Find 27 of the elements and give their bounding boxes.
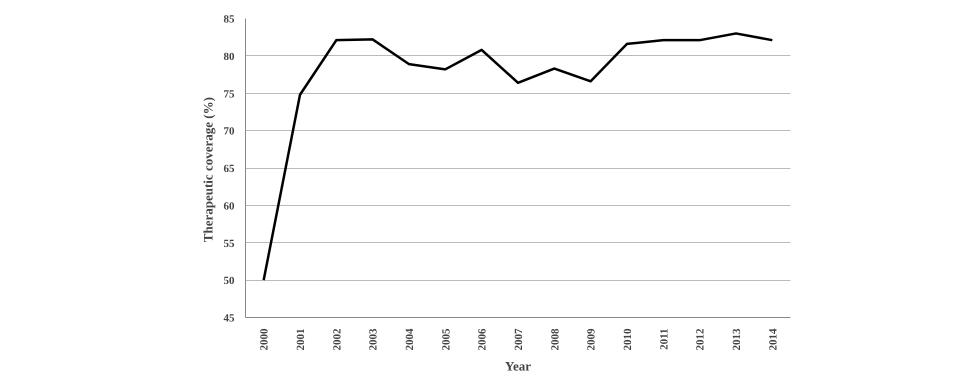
x-tick-label: 2012 [694, 328, 707, 350]
x-tick-label: 2010 [622, 328, 634, 350]
line-series [262, 32, 774, 282]
x-axis-title: Year [505, 358, 532, 374]
x-tick-label: 2004 [404, 328, 416, 350]
x-tick-label: 2009 [586, 328, 598, 350]
y-tick-label: 55 [224, 238, 235, 250]
y-tick-label: 70 [224, 126, 235, 138]
y-tick-label: 50 [224, 275, 235, 288]
y-tick-label: 60 [224, 200, 235, 212]
x-tick-label: 2007 [513, 328, 525, 350]
y-axis-title: Therapeutic coverage (%) [200, 97, 216, 242]
y-tick-label: 85 [224, 14, 235, 26]
x-tick-label: 2013 [731, 328, 743, 350]
y-tick-label: 80 [224, 50, 235, 63]
y-tick-label: 75 [224, 88, 235, 100]
x-tick-label: 2011 [658, 328, 670, 350]
x-tick-label: 2000 [258, 328, 271, 350]
x-tick-label: 2014 [767, 328, 780, 350]
x-tick-label: 2005 [440, 328, 452, 350]
x-tick-label: 2008 [549, 328, 562, 350]
x-tick-label: 2003 [368, 328, 380, 350]
y-tick-label: 45 [224, 312, 235, 324]
x-tick-label: 2006 [476, 328, 489, 350]
x-tick-label: 2002 [331, 328, 344, 350]
x-tick-label: 2001 [295, 328, 307, 350]
y-tick-label: 65 [224, 163, 235, 175]
